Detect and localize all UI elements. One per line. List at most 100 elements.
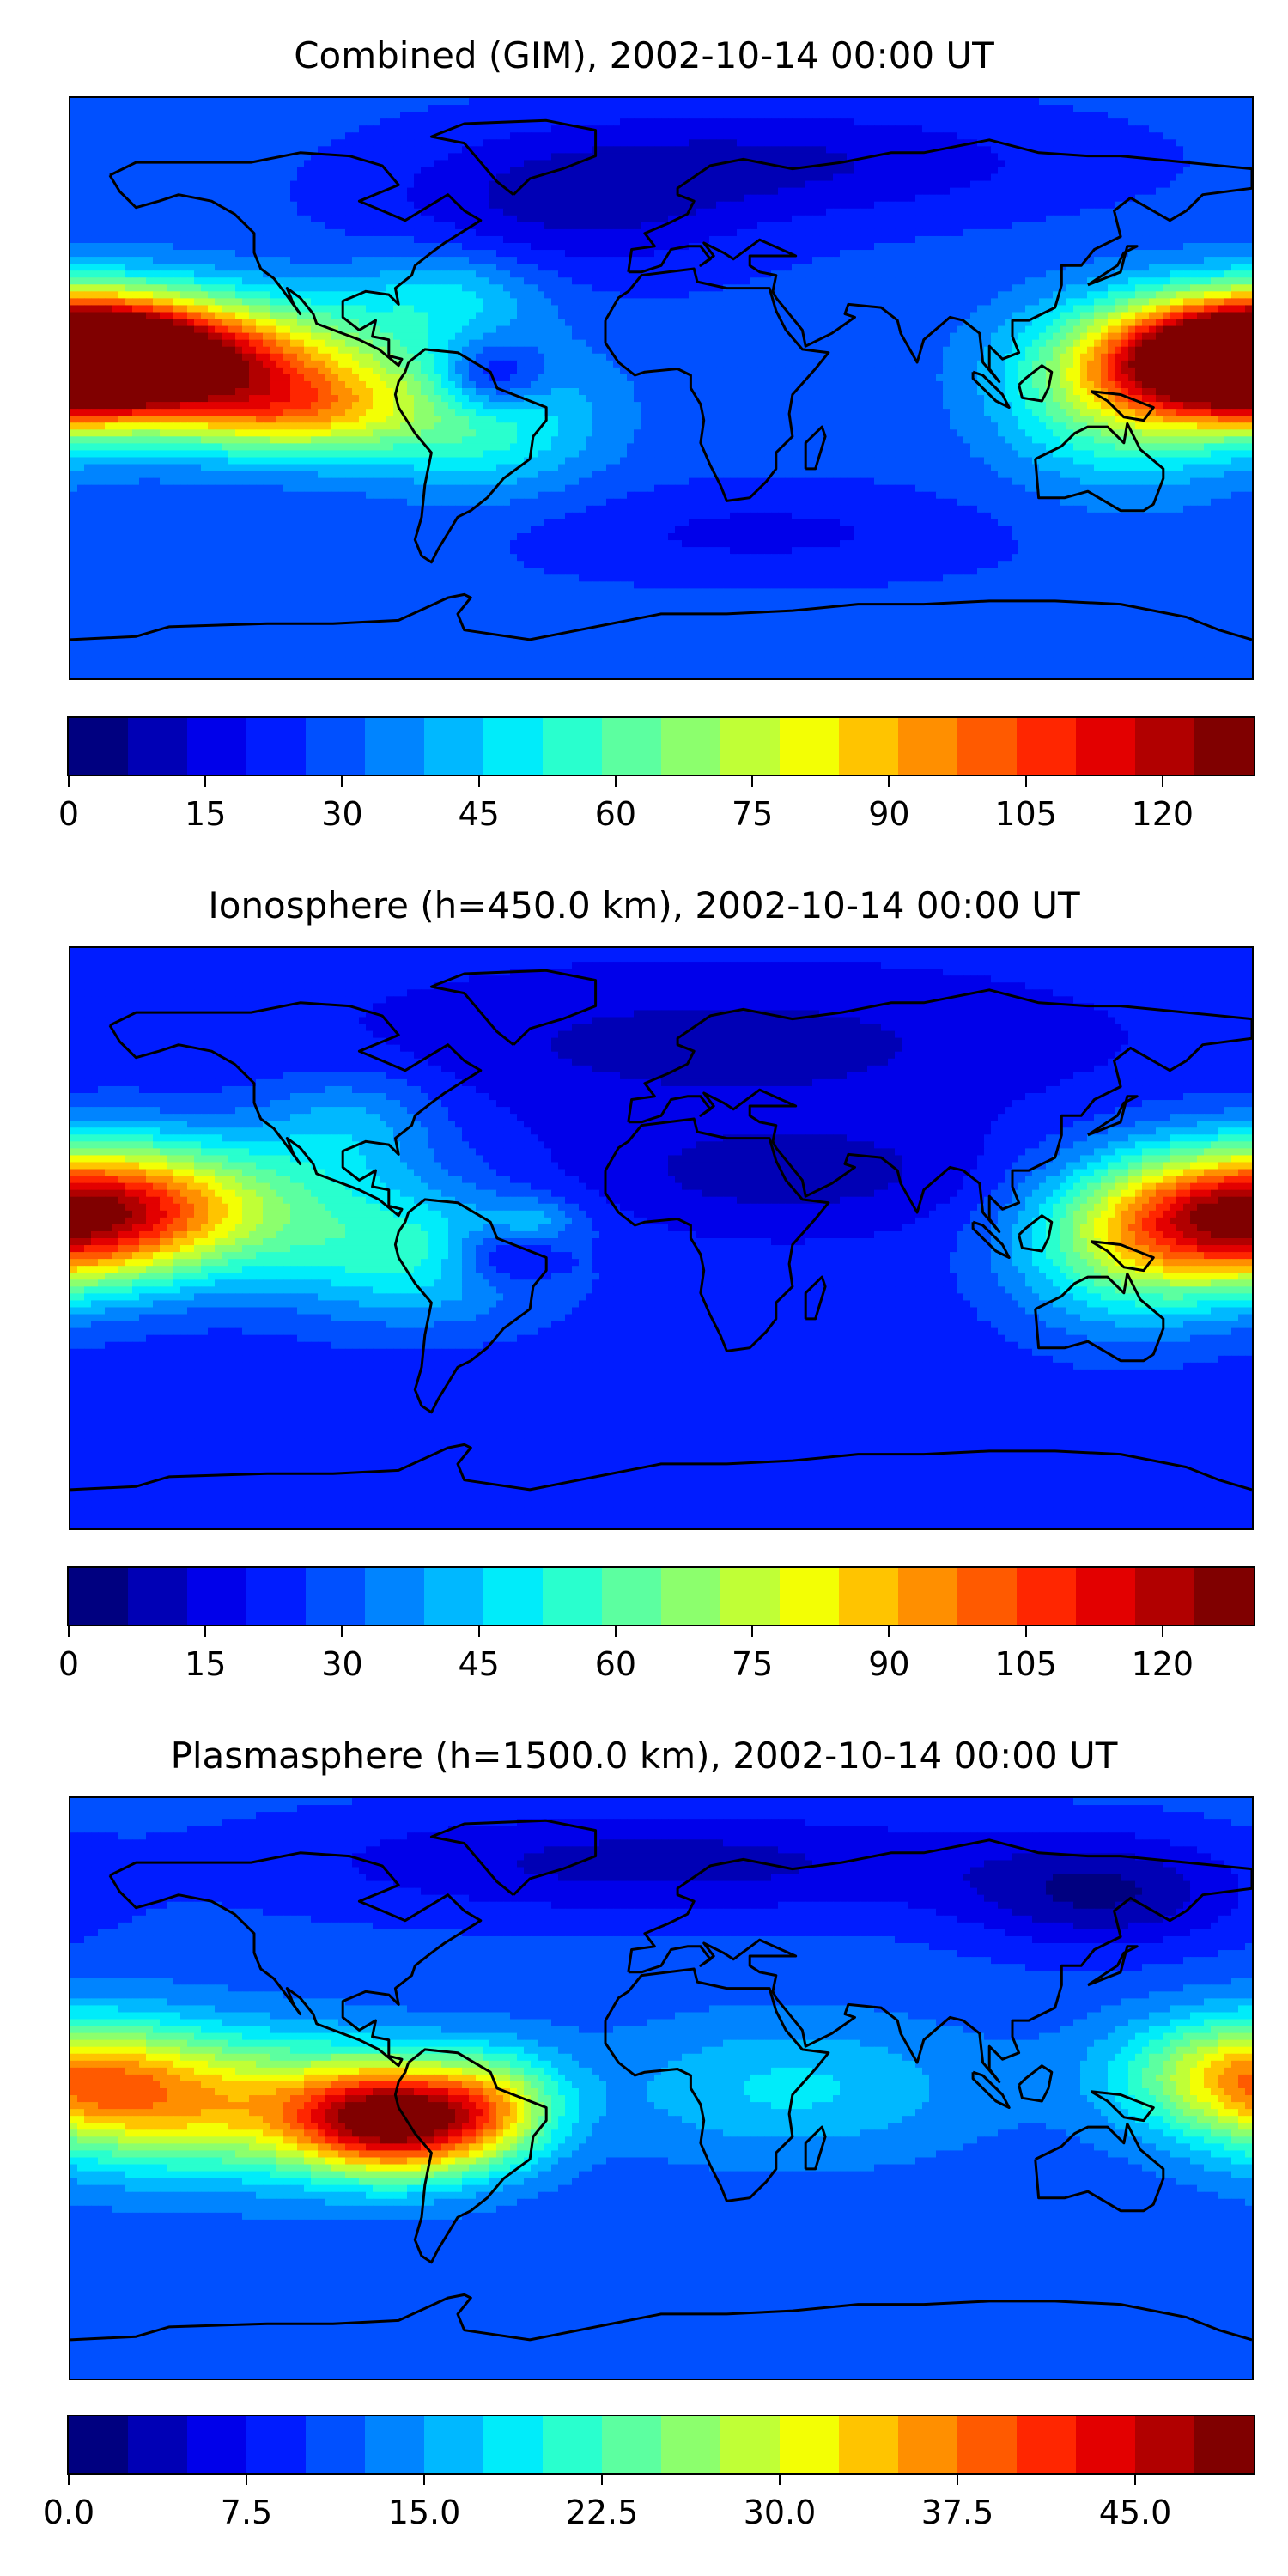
colorbar-tick xyxy=(68,2475,70,2485)
coastline xyxy=(1018,364,1054,403)
coastline xyxy=(604,1967,830,2202)
coastline xyxy=(627,1838,1252,2083)
colorbar-swatch xyxy=(69,718,129,775)
colorbar-swatch xyxy=(839,2416,899,2473)
colorbar-swatch xyxy=(424,2416,484,2473)
colorbar-swatch xyxy=(602,1568,662,1625)
colorbar-swatch xyxy=(957,2416,1018,2473)
colorbar-swatch xyxy=(483,2416,544,2473)
coastline xyxy=(627,988,1252,1233)
colorbar-swatch xyxy=(839,718,899,775)
colorbar-tick xyxy=(1024,776,1027,787)
colorbar-swatch xyxy=(365,718,425,775)
coastline xyxy=(393,1198,548,1414)
colorbar-tick xyxy=(341,776,343,787)
coastline xyxy=(604,267,830,502)
coastline xyxy=(1034,422,1165,513)
colorbar-tick-label: 30 xyxy=(321,1645,362,1683)
colorbar-tick xyxy=(1161,1626,1163,1637)
colorbar-swatch xyxy=(424,718,484,775)
colorbar-swatch xyxy=(246,718,307,775)
coastline xyxy=(70,1443,1252,1492)
colorbar-swatch xyxy=(69,1568,129,1625)
colorbar-tick xyxy=(779,2475,781,2485)
coastline xyxy=(1018,2064,1054,2103)
colorbar-tick-label: 90 xyxy=(868,1645,909,1683)
colorbar-swatch xyxy=(839,1568,899,1625)
colorbar-tick xyxy=(888,1626,890,1637)
coastline xyxy=(971,1220,1011,1259)
colorbar-swatch xyxy=(1076,718,1136,775)
panel-1-title: Combined (GIM), 2002-10-14 00:00 UT xyxy=(0,34,1288,76)
colorbar-swatch xyxy=(543,2416,603,2473)
colorbar-swatch xyxy=(306,1568,366,1625)
colorbar-tick-label: 105 xyxy=(994,1645,1057,1683)
colorbar-tick-label: 45 xyxy=(459,795,500,833)
colorbar-swatch xyxy=(483,718,544,775)
colorbar-tick xyxy=(888,776,890,787)
colorbar-tick-label: 120 xyxy=(1132,1645,1194,1683)
colorbar-tick-label: 90 xyxy=(868,795,909,833)
colorbar-swatch xyxy=(1076,2416,1136,2473)
colorbar-swatch xyxy=(424,1568,484,1625)
colorbar-swatch xyxy=(720,718,781,775)
colorbar-tick xyxy=(601,2475,603,2485)
panel-2-colorbar xyxy=(67,1566,1255,1626)
colorbar-tick xyxy=(204,1626,207,1637)
panel-1-colorbar xyxy=(67,716,1255,776)
colorbar-tick-label: 0 xyxy=(58,1645,79,1683)
panel-2-title: Ionosphere (h=450.0 km), 2002-10-14 00:0… xyxy=(0,884,1288,927)
coastline xyxy=(70,592,1252,641)
coastline xyxy=(108,1851,483,2068)
coastlines xyxy=(70,1819,1252,2342)
colorbar-swatch xyxy=(187,718,247,775)
colorbar-tick-label: 60 xyxy=(595,1645,636,1683)
colorbar-swatch xyxy=(780,718,840,775)
coastline xyxy=(1034,2122,1165,2213)
panel-3-map xyxy=(69,1796,1254,2380)
colorbar-tick-label: 30 xyxy=(321,795,362,833)
colorbar-tick-label: 22.5 xyxy=(566,2494,639,2531)
coastline xyxy=(1090,2090,1155,2123)
coastline xyxy=(1087,1945,1139,1987)
coastline xyxy=(429,118,598,196)
panel-3-colorbar-ticks: 0.0 7.5 15.0 22.5 30.0 37.5 45.0 xyxy=(43,2475,1254,2535)
colorbar-tick-label: 45 xyxy=(459,1645,500,1683)
colorbar-swatch xyxy=(69,2416,129,2473)
colorbar-swatch xyxy=(957,1568,1018,1625)
colorbar-swatch xyxy=(246,1568,307,1625)
colorbar-tick xyxy=(246,2475,247,2485)
colorbar-swatch xyxy=(1194,2416,1254,2473)
coastline xyxy=(627,138,1252,383)
colorbar-tick xyxy=(1161,776,1163,787)
colorbar-swatch xyxy=(1076,1568,1136,1625)
colorbar-swatch xyxy=(661,1568,721,1625)
panel-2-map xyxy=(69,946,1254,1530)
colorbar-swatch xyxy=(128,718,188,775)
colorbar-tick xyxy=(1024,1626,1027,1637)
colorbar-swatch xyxy=(1194,718,1254,775)
colorbar-swatch xyxy=(661,2416,721,2473)
coastline xyxy=(1034,1272,1165,1363)
colorbar-swatch xyxy=(602,2416,662,2473)
colorbar-tick xyxy=(957,2475,958,2485)
colorbar-swatch xyxy=(780,2416,840,2473)
colorbar-swatch xyxy=(246,2416,307,2473)
panel-1-colorbar-ticks: 0 15 30 45 60 75 90 105 120 xyxy=(58,776,1254,836)
coastline xyxy=(604,1117,830,1352)
colorbar-swatch xyxy=(720,2416,781,2473)
colorbar-swatch xyxy=(661,718,721,775)
colorbar-tick-label: 15 xyxy=(185,795,226,833)
colorbar-tick-label: 37.5 xyxy=(921,2494,994,2531)
colorbar-tick-label: 60 xyxy=(595,795,636,833)
colorbar-tick xyxy=(341,1626,343,1637)
colorbar-swatch xyxy=(780,1568,840,1625)
coastline xyxy=(1090,390,1155,422)
coastline xyxy=(1087,245,1139,287)
colorbar-swatch xyxy=(957,718,1018,775)
colorbar-tick-label: 15.0 xyxy=(388,2494,461,2531)
colorbar-tick-label: 7.5 xyxy=(221,2494,272,2531)
colorbar-swatch xyxy=(1017,718,1077,775)
colorbar-swatch xyxy=(187,1568,247,1625)
colorbar-swatch xyxy=(1135,1568,1195,1625)
